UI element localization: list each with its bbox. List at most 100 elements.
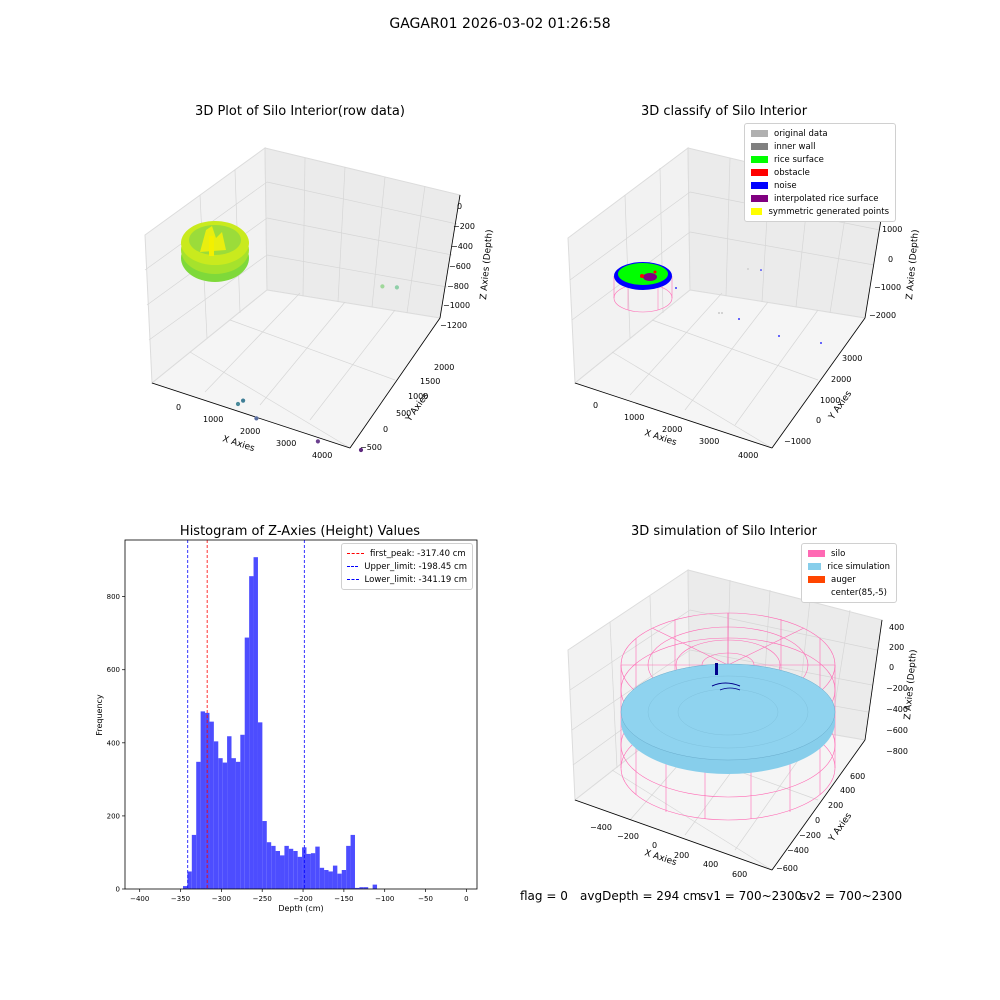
histogram-bar (262, 821, 267, 889)
plot2-ytick: −1000 (784, 437, 811, 446)
status-sv1: sv1 = 700~2300 (700, 889, 803, 903)
histogram-bar (306, 853, 311, 889)
histogram-bar (310, 853, 316, 889)
histogram-bar (275, 850, 281, 889)
histogram-bar (271, 845, 276, 889)
histogram-x-tick-label: 0 (464, 895, 468, 903)
plot1-points (235, 284, 399, 453)
legend-item: interpolated rice surface (751, 192, 889, 205)
plot1-title: 3D Plot of Silo Interior(row data) (195, 104, 405, 119)
legend-item: Upper_limit: -198.45 cm (347, 560, 467, 573)
legend-label: auger (831, 574, 856, 585)
plot1-ytick: −500 (360, 443, 382, 452)
histogram-threshold-lines (187, 540, 305, 889)
legend-label: rice simulation (827, 561, 890, 572)
legend-item: original data (751, 127, 889, 140)
histogram-x-tick-label: −400 (130, 895, 149, 903)
plot1-point (358, 447, 364, 453)
plot4-rice-simulation (620, 663, 836, 774)
plot4-ytick: 400 (840, 786, 855, 795)
plot4-xtick: 600 (732, 870, 747, 879)
legend-label: symmetric generated points (768, 206, 889, 217)
plot4-ztick: −200 (886, 684, 908, 693)
legend-swatch (751, 156, 768, 163)
legend-swatch (751, 195, 768, 202)
legend-swatch (808, 576, 825, 583)
legend-swatch (808, 563, 822, 570)
histogram-x-tick-label: −100 (375, 895, 394, 903)
histogram-bar (332, 865, 338, 889)
plot1-ztick: −1000 (443, 301, 470, 310)
legend-label: Upper_limit: -198.45 cm (364, 561, 467, 572)
plot1-xlabel: X Axies (221, 434, 256, 454)
plot1-ytick: 1000 (408, 392, 428, 401)
histogram-bar (240, 734, 245, 889)
plot1-point (315, 439, 320, 444)
plot2-3d-axes: 0 1000 2000 3000 4000 −1000 0 1000 2000 … (567, 147, 921, 460)
plot1-point (235, 401, 241, 407)
legend-line (347, 553, 364, 554)
plot4-ytick: 200 (828, 801, 843, 810)
histogram-bar (266, 842, 272, 889)
plot3-title: Histogram of Z-Axies (Height) Values (179, 524, 421, 539)
figure-title: GAGAR01 2026-03-02 01:26:58 (389, 16, 611, 32)
plot2-original-points (718, 268, 749, 314)
plot4-ytick: 600 (850, 772, 865, 781)
histogram-y-tick-label: 0 (116, 886, 120, 894)
legend-label: first_peak: -317.40 cm (370, 548, 466, 559)
legend-swatch (808, 550, 825, 557)
histogram-ylabel: Frequency (95, 694, 104, 736)
plot1-point (254, 416, 259, 421)
plot2-noise-points (675, 269, 822, 344)
status-avg-depth: avgDepth = 294 cm (580, 889, 702, 903)
plot1-ztick: 0 (457, 202, 462, 211)
plot1-xtick: 1000 (203, 415, 223, 424)
histogram-bar (346, 845, 351, 889)
legend-swatch (751, 143, 768, 150)
histogram-bar (350, 834, 355, 889)
plot2-xtick: 1000 (624, 413, 644, 422)
histogram-bar (218, 758, 223, 889)
histogram-bar (213, 741, 219, 889)
histogram-bar (297, 856, 303, 889)
histogram-y-tick-label: 200 (107, 812, 120, 820)
histogram-x-tick-label: −150 (334, 895, 353, 903)
histogram-bar (341, 870, 347, 889)
plot2-ylabel: Y Axies (827, 389, 855, 422)
plot2-ztick: 1000 (882, 225, 902, 234)
histogram-bar (293, 850, 298, 889)
histogram-x-ticks: −400 −350 −300 −250 −200 −150 −100 −50 0 (130, 889, 469, 903)
legend-item: rice surface (751, 153, 889, 166)
histogram-bar (249, 576, 254, 889)
plot2-silo-cluster (613, 262, 673, 313)
plot4-legend: silo rice simulation auger center(85,-5) (801, 543, 897, 603)
plot2-ztick: 0 (888, 255, 893, 264)
histogram-x-tick-label: −300 (212, 895, 231, 903)
plot4-ztick: 400 (889, 623, 904, 632)
histogram-bar (244, 637, 250, 889)
histogram-bar (200, 711, 206, 889)
plot2-title: 3D classify of Silo Interior (640, 104, 808, 119)
histogram-bar (324, 870, 329, 889)
histogram-bar (235, 761, 241, 889)
plot1-zlabel: Z Axies (Depth) (479, 229, 495, 300)
plot1-point (394, 285, 399, 290)
plot2-xtick: 0 (593, 401, 598, 410)
plot1-xtick: 3000 (276, 439, 296, 448)
histogram-bar (337, 873, 342, 889)
plot1-ztick: −1200 (440, 321, 467, 330)
legend-item: symmetric generated points (751, 205, 889, 218)
plot2-ytick: 3000 (842, 354, 862, 363)
plot4-auger (711, 663, 741, 691)
legend-label: inner wall (774, 141, 816, 152)
plot2-ztick: −2000 (869, 311, 896, 320)
plot1-silo-cluster (181, 221, 249, 282)
plot1-point (380, 284, 385, 289)
histogram-bar (372, 884, 378, 889)
histogram-bar (222, 762, 228, 889)
plot4-ytick: −400 (787, 846, 809, 855)
plot1-ytick: 2000 (434, 363, 454, 372)
legend-label: Lower_limit: -341.19 cm (364, 574, 467, 585)
histogram-xlabel: Depth (cm) (278, 904, 323, 913)
legend-label: silo (831, 548, 846, 559)
